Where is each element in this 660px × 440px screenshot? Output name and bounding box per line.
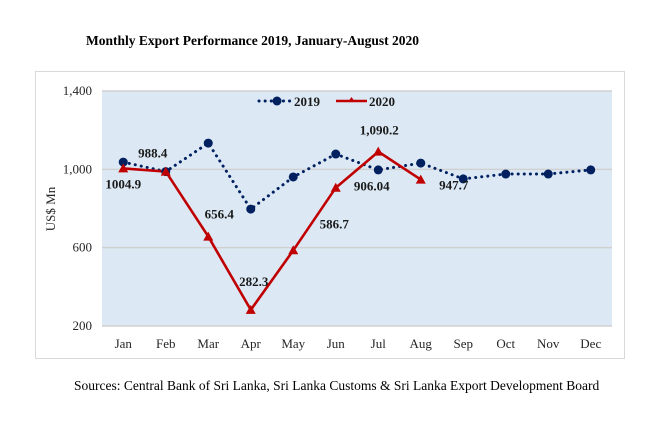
- marker-2020: [330, 182, 341, 192]
- marker-2019: [501, 169, 511, 179]
- x-tick-label: Mar: [197, 336, 219, 351]
- data-label: 1,090.2: [360, 123, 399, 138]
- marker-2019: [458, 174, 468, 184]
- y-axis-ticks: 200 600 1,000 1,400: [63, 83, 92, 333]
- marker-2019: [246, 204, 256, 214]
- x-tick-label: Dec: [580, 336, 601, 351]
- data-labels: 1004.9 988.4 656.4 282.3 586.7 906.04 1,090.2 9…: [105, 123, 469, 289]
- x-tick-label: Jan: [115, 336, 133, 351]
- legend: 2019 2020: [257, 94, 395, 109]
- x-tick-label: Oct: [496, 336, 515, 351]
- x-tick-label: Sep: [454, 336, 474, 351]
- chart-title: Monthly Export Performance 2019, January…: [86, 33, 419, 48]
- marker-2020: [288, 245, 299, 255]
- data-label: 656.4: [205, 207, 235, 222]
- marker-2019: [288, 172, 298, 182]
- x-tick-label: May: [281, 336, 305, 351]
- line-chart: 200 600 1,000 1,400 Jan Feb Mar Apr May Jun Jul Au…: [43, 83, 612, 351]
- marker-2020: [245, 304, 256, 314]
- x-tick-label: Jul: [371, 336, 387, 351]
- marker-2019: [331, 149, 341, 159]
- legend-label-2019: 2019: [294, 94, 321, 109]
- data-label: 947.7: [439, 178, 469, 193]
- data-label: 586.7: [320, 216, 350, 231]
- data-label: 282.3: [239, 274, 269, 289]
- y-axis-title: US$ Mn: [43, 186, 58, 231]
- source-note: Sources: Central Bank of Sri Lanka, Sri …: [74, 378, 600, 393]
- data-label: 906.04: [354, 179, 390, 194]
- marker-2020: [415, 174, 426, 184]
- legend-label-2020: 2020: [369, 94, 395, 109]
- legend-marker-2020: [348, 97, 355, 102]
- marker-2020: [203, 231, 214, 241]
- x-tick-label: Nov: [537, 336, 560, 351]
- y-tick-label: 200: [73, 318, 93, 333]
- x-tick-label: Jun: [327, 336, 346, 351]
- x-tick-label: Apr: [241, 336, 262, 351]
- data-label: 988.4: [138, 146, 168, 161]
- legend-marker-2019: [272, 96, 282, 106]
- marker-2019: [203, 138, 213, 148]
- chart-frame: 200 600 1,000 1,400 Jan Feb Mar Apr May Jun Jul Au…: [35, 71, 625, 359]
- marker-2020: [160, 166, 171, 176]
- x-tick-label: Aug: [410, 336, 433, 351]
- marker-2019: [118, 157, 128, 167]
- y-tick-label: 1,400: [63, 83, 92, 98]
- marker-2019: [586, 165, 596, 175]
- series-line-2020: [123, 150, 422, 313]
- y-tick-label: 1,000: [63, 161, 92, 176]
- x-axis-ticks: Jan Feb Mar Apr May Jun Jul Aug Sep Oct Nov Dec: [115, 336, 602, 351]
- marker-2020: [118, 163, 129, 173]
- marker-2019: [416, 158, 426, 168]
- data-label: 1004.9: [105, 176, 141, 191]
- series-line-2019: [121, 141, 593, 212]
- series-layer: [118, 138, 596, 314]
- y-tick-label: 600: [73, 240, 93, 255]
- marker-2020: [373, 146, 384, 156]
- plot-area: [102, 91, 612, 326]
- x-tick-label: Feb: [156, 336, 176, 351]
- marker-2019: [373, 165, 383, 175]
- marker-2019: [543, 169, 553, 179]
